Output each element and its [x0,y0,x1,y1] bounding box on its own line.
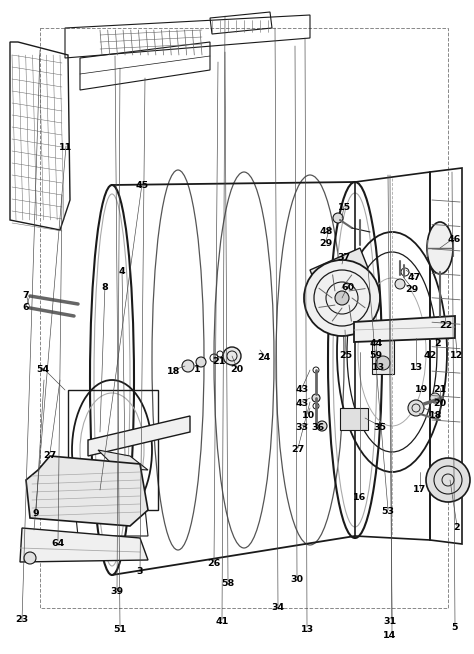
Text: 43: 43 [295,385,309,394]
Text: 24: 24 [257,353,271,362]
Text: 20: 20 [230,366,244,375]
Text: 16: 16 [354,494,366,502]
Text: 53: 53 [382,508,394,517]
Text: 2: 2 [435,339,441,349]
Polygon shape [354,316,455,342]
Circle shape [312,394,320,402]
Text: 1: 1 [194,366,201,375]
Text: 54: 54 [36,366,50,375]
Text: 11: 11 [59,143,73,152]
Text: 10: 10 [301,411,315,421]
Text: 64: 64 [51,538,64,547]
Polygon shape [88,416,190,456]
Text: 15: 15 [337,203,351,213]
Bar [40,28,448,608]
Text: 13: 13 [372,364,384,373]
Circle shape [317,421,327,431]
Polygon shape [310,248,368,290]
Text: 45: 45 [136,182,148,190]
Text: 36: 36 [311,424,325,432]
Text: 43: 43 [295,400,309,409]
Text: 59: 59 [369,351,383,360]
Circle shape [223,347,241,365]
Text: 60: 60 [341,283,355,292]
Circle shape [333,213,343,223]
Text: 2: 2 [454,523,460,532]
Polygon shape [98,450,148,470]
Text: 51: 51 [113,625,127,634]
Text: 34: 34 [272,604,284,613]
Circle shape [182,360,194,372]
Text: 18: 18 [167,368,181,377]
Text: 30: 30 [291,576,303,585]
Text: 39: 39 [110,587,124,596]
Text: 35: 35 [374,424,386,432]
Text: 46: 46 [447,235,461,245]
Text: 4: 4 [118,267,125,277]
Circle shape [24,552,36,564]
Text: 41: 41 [215,617,228,627]
Text: 22: 22 [439,320,453,330]
Text: 23: 23 [16,615,28,625]
Text: 26: 26 [207,559,220,568]
Ellipse shape [427,222,453,274]
Circle shape [304,260,380,336]
Text: 42: 42 [423,351,437,360]
Text: 27: 27 [292,445,305,455]
Text: 25: 25 [339,351,353,360]
Bar [372,330,394,374]
Polygon shape [20,528,148,562]
Text: 5: 5 [452,623,458,632]
Circle shape [395,279,405,289]
Text: 14: 14 [383,630,397,640]
Circle shape [376,356,390,370]
Text: 27: 27 [44,451,56,460]
Text: 29: 29 [405,286,419,294]
Circle shape [335,291,349,305]
Polygon shape [26,456,148,526]
Text: 37: 37 [337,254,351,262]
Text: 12: 12 [450,351,464,360]
Text: 44: 44 [369,339,383,349]
Text: 58: 58 [221,579,235,589]
Circle shape [430,393,440,403]
Circle shape [408,400,424,416]
Text: 19: 19 [415,385,428,394]
Text: 33: 33 [295,424,309,432]
Text: 8: 8 [101,283,109,292]
Text: 3: 3 [137,566,143,576]
Circle shape [196,357,206,367]
Text: 21: 21 [212,358,226,366]
Text: 6: 6 [23,303,29,313]
Text: 20: 20 [433,400,447,409]
Text: 13: 13 [410,364,422,373]
Text: 9: 9 [33,509,39,519]
Text: 21: 21 [433,385,447,394]
Text: 7: 7 [23,292,29,300]
Text: 31: 31 [383,617,397,625]
Text: 17: 17 [413,485,427,494]
Bar [340,408,368,430]
Text: 29: 29 [319,239,333,247]
Text: 18: 18 [429,411,443,421]
Text: 13: 13 [301,625,314,634]
Text: 48: 48 [319,226,333,235]
Circle shape [426,458,470,502]
Text: 47: 47 [407,273,420,283]
